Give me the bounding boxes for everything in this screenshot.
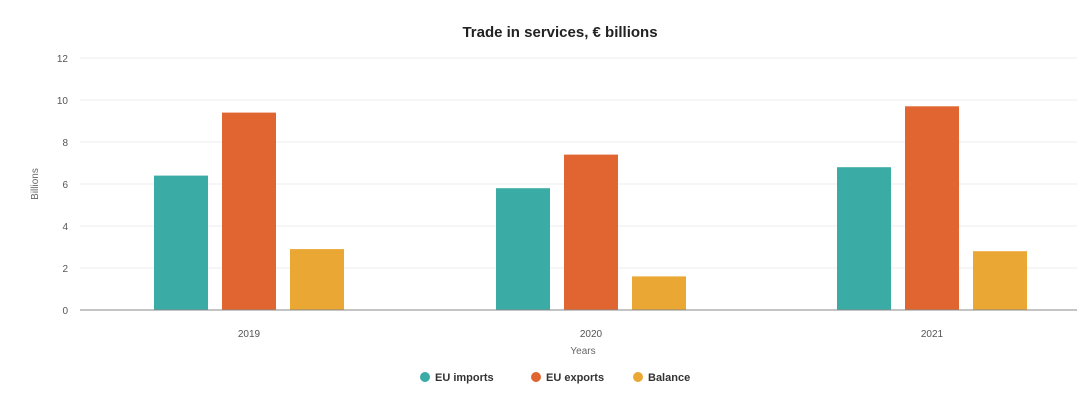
legend-swatch — [420, 372, 430, 382]
legend-label: EU imports — [435, 372, 494, 384]
y-tick-label: 0 — [62, 306, 68, 317]
bar-eu-exports-2020 — [564, 154, 618, 310]
legend-swatch — [633, 372, 643, 382]
chart-title: Trade in services, € billions — [462, 24, 657, 41]
x-tick-label: 2019 — [238, 329, 261, 340]
y-axis-ticks: 0 2 4 6 8 10 12 — [57, 54, 69, 317]
y-tick-label: 10 — [57, 96, 69, 107]
y-tick-label: 8 — [62, 138, 68, 149]
bars — [154, 106, 1027, 310]
bar-eu-imports-2020 — [496, 188, 550, 310]
legend-label: EU exports — [546, 372, 604, 384]
y-tick-label: 4 — [62, 222, 68, 233]
bar-eu-imports-2021 — [837, 167, 891, 310]
x-tick-label: 2020 — [580, 329, 603, 340]
bar-eu-exports-2019 — [222, 112, 276, 310]
y-tick-label: 2 — [62, 264, 68, 275]
bar-balance-2020 — [632, 276, 686, 310]
y-tick-label: 12 — [57, 54, 69, 65]
x-axis-label: Years — [570, 346, 595, 357]
legend-swatch — [531, 372, 541, 382]
legend-label: Balance — [648, 372, 690, 384]
bar-eu-exports-2021 — [905, 106, 959, 310]
bar-eu-imports-2019 — [154, 175, 208, 310]
bar-balance-2021 — [973, 251, 1027, 310]
y-tick-label: 6 — [62, 180, 68, 191]
x-tick-label: 2021 — [921, 329, 944, 340]
x-axis-ticks: 2019 2020 2021 — [238, 329, 944, 340]
legend: EU imports EU exports Balance — [420, 372, 690, 384]
bar-balance-2019 — [290, 249, 344, 310]
y-axis-label: Billions — [30, 168, 41, 200]
